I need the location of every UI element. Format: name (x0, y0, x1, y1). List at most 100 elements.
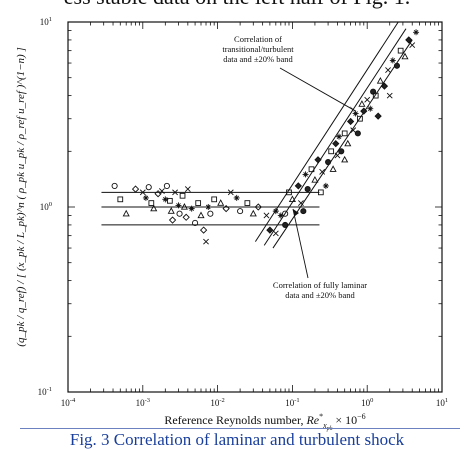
data-point (211, 196, 218, 203)
data-point (328, 148, 335, 155)
data-point (308, 166, 315, 173)
data-point (314, 156, 322, 164)
data-point (360, 107, 368, 115)
figure-caption: Fig. 3 Correlation of laminar and turbul… (69, 430, 405, 449)
data-point (350, 127, 357, 134)
data-point (150, 204, 158, 212)
data-point (163, 182, 170, 189)
data-point (367, 105, 374, 112)
data-point (334, 152, 341, 159)
data-point (288, 195, 296, 202)
data-point (217, 199, 225, 206)
data-point (188, 205, 195, 212)
data-point (233, 194, 240, 201)
data-point (175, 202, 182, 209)
data-point (336, 133, 343, 140)
data-point (111, 182, 118, 189)
x-tick-label: 10-1 (285, 397, 299, 408)
x-tick-label: 101 (436, 397, 448, 408)
data-point (294, 182, 302, 190)
annotation-laminar-arrow (292, 208, 309, 279)
turbulent-band-line (272, 39, 413, 249)
turbulent-correlation-line (263, 28, 407, 246)
data-point (145, 184, 152, 191)
data-point (168, 216, 177, 224)
data-point (298, 200, 304, 206)
data-point (332, 140, 340, 148)
data-point (346, 117, 355, 126)
data-point (317, 189, 324, 196)
data-point (358, 100, 366, 107)
x-axis-label: Reference Reynolds number, Re*xpk × 10−6 (164, 412, 365, 432)
data-point (207, 210, 214, 217)
annotation-laminar-line: data and ±20% band (285, 290, 355, 300)
annotation-turbulent-line: data and ±20% band (223, 54, 293, 64)
data-point (401, 52, 409, 60)
data-point (357, 115, 363, 122)
data-point (158, 188, 165, 194)
data-point (372, 92, 379, 99)
data-point (341, 155, 349, 163)
data-point (249, 209, 257, 217)
data-point (244, 200, 251, 206)
data-point (203, 238, 209, 245)
data-point (304, 186, 311, 193)
data-point (167, 207, 175, 214)
annotation-turbulent-line: transitional/turbulent (222, 44, 294, 54)
data-point (227, 189, 234, 196)
data-point (122, 209, 130, 217)
x-tick-label: 10-2 (210, 397, 224, 408)
annotation-turbulent-arrow (279, 67, 356, 112)
axis-and-annotation-text: 10-4 10-3 10-2 10-1 100 101 10-1 100 101 Correlat… (15, 16, 448, 432)
axis-ticks (67, 22, 442, 393)
preceding-text-line: ess stable data on the left half of Fig.… (0, 0, 474, 10)
data-point (364, 96, 371, 103)
data-point (354, 130, 361, 137)
data-point (180, 203, 188, 210)
data-point (380, 82, 389, 90)
data-point (172, 189, 178, 196)
data-point (341, 130, 348, 137)
data-point (197, 211, 205, 219)
caption-divider (20, 428, 460, 429)
data-point (131, 185, 140, 193)
data-point (329, 165, 337, 172)
data-point (344, 139, 352, 147)
data-point (385, 67, 391, 73)
data-point (325, 158, 332, 166)
y-tick-label: 10-1 (38, 386, 52, 397)
data-point (167, 197, 173, 204)
annotation-laminar-arrowhead (292, 209, 299, 216)
data-point (148, 200, 155, 206)
data-point (389, 57, 396, 64)
data-point (266, 226, 274, 234)
data-point (386, 92, 393, 99)
y-tick-label: 100 (40, 201, 52, 212)
data-point (319, 168, 326, 175)
data-point (205, 204, 212, 210)
data-point (254, 203, 262, 211)
data-point (322, 182, 329, 189)
data-point (413, 29, 420, 36)
y-tick-label: 101 (40, 16, 52, 27)
data-point (237, 208, 244, 215)
data-point (139, 189, 146, 196)
data-point (352, 110, 359, 117)
data-point (393, 62, 401, 69)
data-points (111, 29, 420, 245)
data-point (338, 148, 345, 155)
data-point (263, 212, 270, 219)
x-tick-label: 10-4 (61, 397, 76, 408)
data-point (282, 221, 289, 228)
annotation-turbulent-line: Correlation of (234, 34, 282, 44)
turbulent-band-line (254, 21, 399, 242)
data-point (222, 204, 230, 213)
data-point (195, 200, 202, 206)
data-point (397, 47, 404, 54)
data-point (184, 186, 191, 192)
data-point (142, 194, 149, 201)
data-point (272, 230, 279, 237)
data-point (199, 226, 208, 234)
data-point (272, 208, 279, 215)
